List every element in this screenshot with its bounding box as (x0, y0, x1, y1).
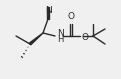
Text: O: O (81, 33, 88, 42)
Polygon shape (29, 33, 43, 45)
Text: H: H (57, 35, 63, 44)
Text: N: N (57, 29, 64, 38)
Text: N: N (45, 6, 51, 15)
Text: O: O (68, 12, 75, 21)
